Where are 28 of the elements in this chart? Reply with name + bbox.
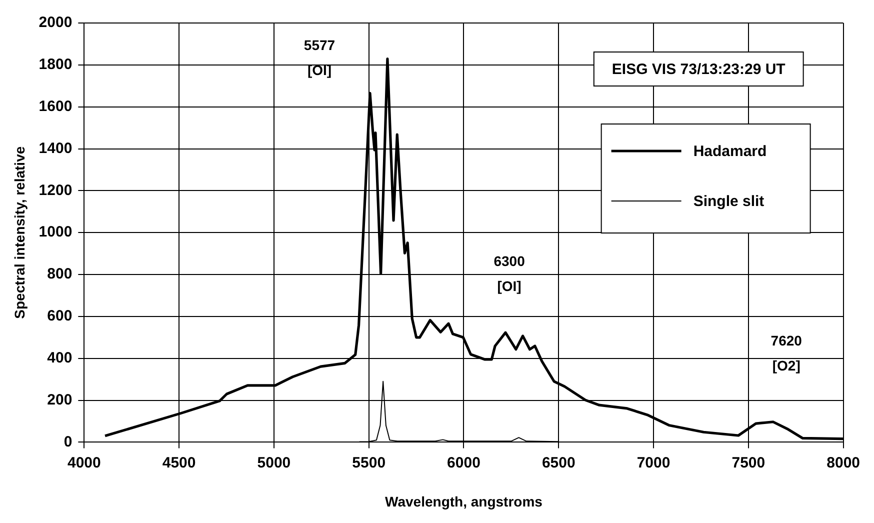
y-tick-label: 200 bbox=[47, 391, 72, 408]
x-tick-label: 5000 bbox=[257, 454, 291, 472]
y-tick-label: 0 bbox=[64, 433, 72, 450]
y-axis-title: Spectral intensity, relative bbox=[11, 146, 28, 319]
annotation: 6300 [OI] bbox=[494, 252, 526, 294]
x-tick-label: 6000 bbox=[447, 454, 480, 472]
legend-label: Single slit bbox=[693, 193, 764, 210]
x-tick-label: 7500 bbox=[732, 454, 766, 472]
y-tick-label: 1600 bbox=[38, 98, 72, 115]
y-tick-label: 800 bbox=[47, 266, 72, 283]
y-tick-label: 400 bbox=[47, 350, 72, 366]
x-tick-label: 8000 bbox=[826, 454, 860, 472]
y-tick-label: 1800 bbox=[38, 56, 72, 74]
x-tick-label: 5500 bbox=[352, 454, 386, 472]
annotation: 7620 [O2] bbox=[770, 332, 802, 374]
x-tick-label: 6500 bbox=[542, 454, 576, 472]
y-tick-label: 1000 bbox=[38, 224, 72, 241]
x-tick-label: 4500 bbox=[162, 454, 196, 472]
annotation: 5577 [OI] bbox=[304, 36, 336, 78]
x-tick-label: 7000 bbox=[636, 454, 670, 472]
annotation: EISG VIS 73/13:23:29 UT bbox=[612, 61, 786, 78]
x-tick-label: 4000 bbox=[67, 454, 101, 472]
y-tick-label: 1400 bbox=[38, 140, 72, 157]
y-tick-label: 600 bbox=[47, 308, 72, 325]
y-tick-label: 1200 bbox=[38, 182, 72, 199]
y-tick-label: 2000 bbox=[38, 14, 72, 32]
x-axis-title: Wavelength, angstroms bbox=[385, 493, 543, 510]
legend-label: Hadamard bbox=[693, 143, 767, 160]
